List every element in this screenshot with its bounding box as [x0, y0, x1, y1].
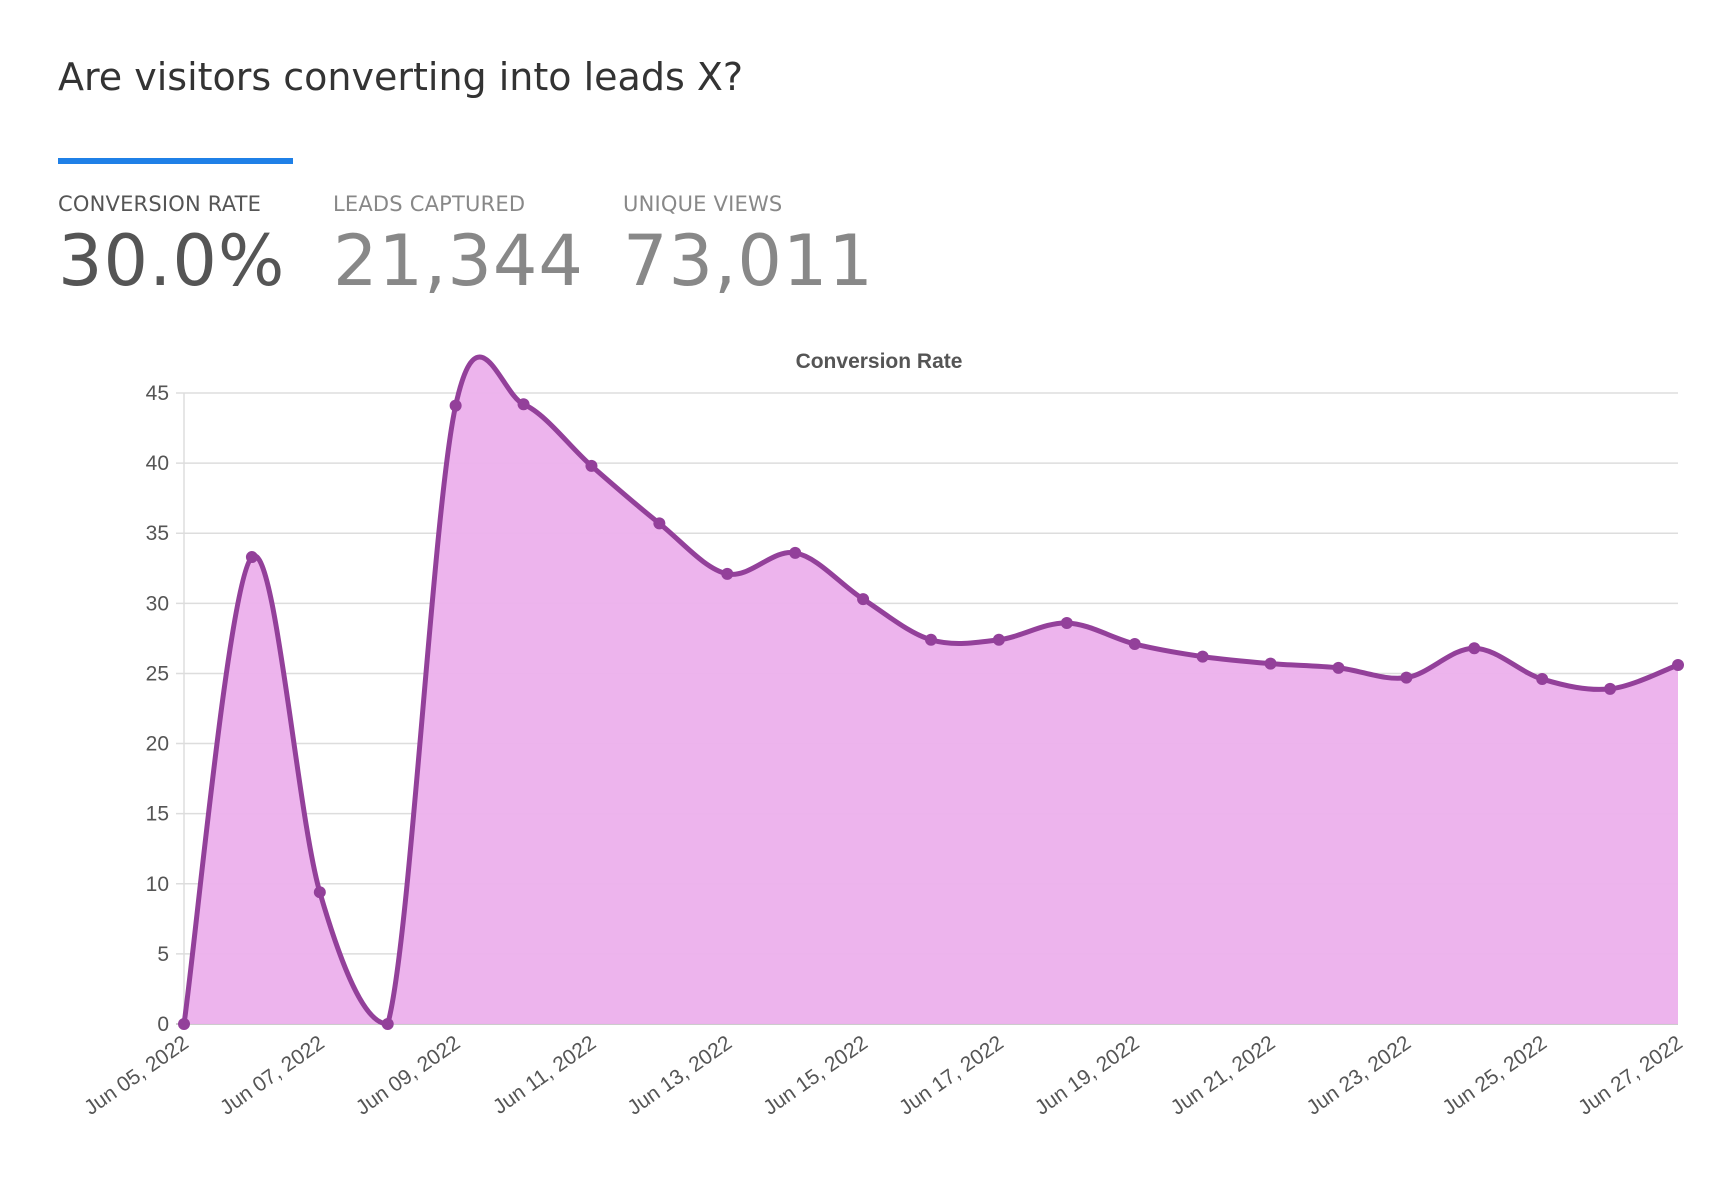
y-tick-label: 20 [146, 733, 169, 756]
data-point [245, 551, 258, 564]
x-tick-label: Jun 17, 2022 [895, 1031, 1008, 1119]
metric-label: CONVERSION RATE [58, 192, 262, 216]
data-point [1332, 661, 1345, 674]
x-tick-label: Jun 05, 2022 [80, 1031, 193, 1119]
data-point [857, 593, 870, 606]
x-tick-label: Jun 21, 2022 [1167, 1031, 1280, 1119]
data-points [178, 398, 1684, 1030]
x-tick-label: Jun 09, 2022 [352, 1031, 465, 1119]
metric-value: 21,344 [333, 220, 584, 302]
data-point [789, 546, 802, 559]
data-point [992, 633, 1005, 646]
x-tick-label: Jun 11, 2022 [489, 1031, 600, 1119]
y-tick-label: 10 [146, 873, 169, 896]
data-point [1468, 642, 1481, 655]
y-tick-label: 0 [157, 1013, 169, 1036]
data-point [1128, 637, 1141, 650]
metric-tab-unique-views[interactable]: UNIQUE VIEWS 73,011 [623, 192, 874, 296]
x-tick-label: Jun 15, 2022 [759, 1031, 872, 1119]
x-tick-label: Jun 27, 2022 [1574, 1031, 1687, 1119]
metric-label: UNIQUE VIEWS [623, 192, 783, 216]
x-tick-label: Jun 07, 2022 [216, 1031, 329, 1119]
metric-label: LEADS CAPTURED [333, 192, 526, 216]
data-point [178, 1018, 190, 1030]
metric-value: 73,011 [623, 220, 874, 302]
x-tick-label: Jun 25, 2022 [1438, 1031, 1551, 1119]
x-tick-label: Jun 23, 2022 [1303, 1031, 1416, 1119]
active-tab-indicator [58, 158, 293, 164]
data-point [1536, 673, 1549, 686]
x-tick-label: Jun 13, 2022 [623, 1031, 736, 1119]
x-axis: Jun 05, 2022 Jun 07, 2022 Jun 09, 2022 Jun … [80, 1031, 1687, 1119]
data-point [1604, 682, 1617, 695]
page-title: Are visitors converting into leads X? [58, 55, 744, 99]
y-tick-label: 5 [157, 943, 169, 966]
y-tick-label: 40 [146, 452, 169, 475]
y-tick-label: 15 [146, 803, 169, 826]
chart-title: Conversion Rate [796, 350, 963, 373]
y-tick-label: 30 [146, 592, 169, 615]
data-point [517, 398, 530, 411]
data-point [1264, 657, 1277, 670]
y-tick-label: 25 [146, 662, 169, 685]
data-point [313, 886, 326, 899]
y-axis: 0 5 10 15 20 25 30 35 40 45 [146, 382, 169, 1036]
data-point [381, 1018, 394, 1030]
y-tick-label: 45 [146, 382, 169, 405]
metric-value: 30.0% [58, 220, 286, 302]
data-point [1672, 659, 1684, 672]
x-tick-label: Jun 19, 2022 [1031, 1031, 1144, 1119]
metric-tab-conversion-rate[interactable]: CONVERSION RATE 30.0% [58, 192, 285, 296]
data-point [653, 517, 666, 530]
series-line [181, 354, 1679, 1027]
data-point [449, 399, 462, 412]
data-point [1400, 671, 1413, 684]
area-fill [184, 356, 1678, 1024]
data-point [925, 633, 937, 646]
data-point [1196, 650, 1209, 663]
data-point [721, 567, 734, 580]
metric-tab-leads-captured[interactable]: LEADS CAPTURED 21,344 [333, 192, 584, 296]
y-tick-label: 35 [146, 522, 169, 545]
data-point [1060, 616, 1073, 629]
data-point [585, 459, 598, 472]
